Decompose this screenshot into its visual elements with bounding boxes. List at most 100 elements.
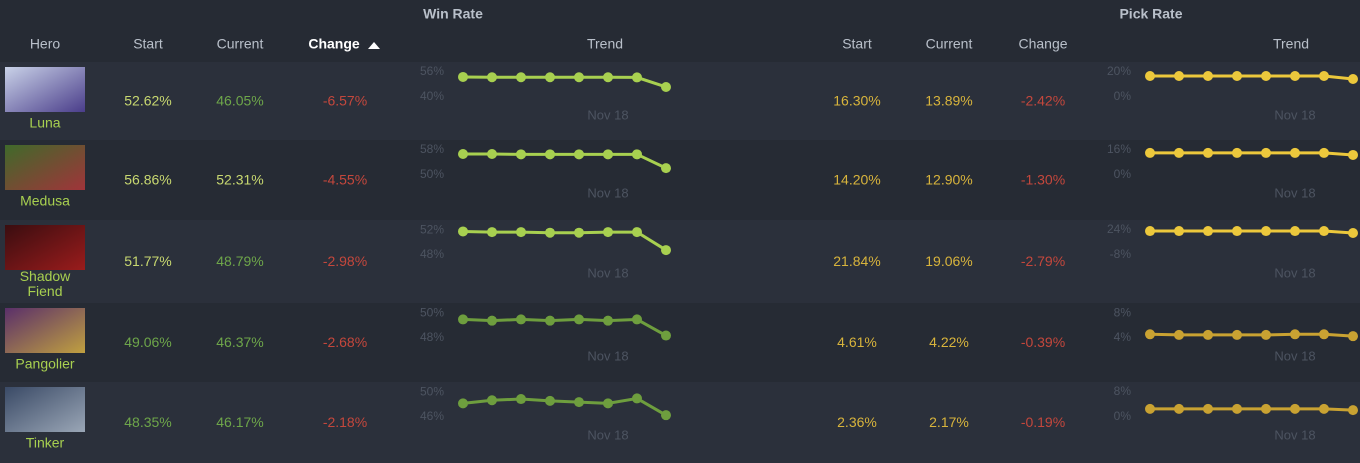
- sparkline-point: [603, 398, 613, 409]
- sparkline-point: [1319, 71, 1329, 81]
- pick-start: 21.84%: [833, 253, 880, 269]
- sparkline-point: [603, 72, 613, 83]
- pick-change: -1.30%: [1021, 172, 1065, 188]
- sparkline-tick-label: 4%: [1114, 330, 1132, 344]
- sparkline-x-label: Nov 18: [587, 265, 628, 280]
- sparkline-point: [487, 395, 497, 406]
- sparkline-point: [1174, 329, 1184, 340]
- hero-portrait[interactable]: [5, 387, 85, 432]
- win-change: -4.55%: [323, 172, 367, 188]
- sparkline-tick-label: -8%: [1110, 247, 1132, 261]
- column-header[interactable]: Hero: [30, 36, 61, 52]
- sort-arrow: [368, 42, 380, 49]
- sparkline-tick-label: 0%: [1114, 89, 1132, 103]
- sparkline-point: [1232, 329, 1242, 340]
- sparkline-point: [1348, 149, 1358, 160]
- sparkline-point: [603, 227, 613, 238]
- sparkline-point: [1203, 403, 1213, 414]
- sparkline-point: [574, 227, 584, 238]
- sparkline-point: [1203, 226, 1213, 237]
- sparkline-point: [458, 149, 468, 160]
- sparkline-point: [1348, 74, 1358, 84]
- sparkline-point: [574, 314, 584, 325]
- sparkline-point: [1319, 403, 1329, 414]
- sparkline-point: [1290, 226, 1300, 237]
- sparkline-point: [1145, 226, 1155, 237]
- sparkline-point: [516, 149, 526, 160]
- column-header-sorted[interactable]: Change: [308, 36, 360, 52]
- sparkline-point: [487, 315, 497, 326]
- win-start: 48.35%: [124, 414, 171, 430]
- sparkline-point: [1261, 226, 1271, 237]
- sparkline-point: [632, 393, 642, 404]
- column-header[interactable]: Current: [926, 36, 973, 52]
- sparkline-tick-label: 50%: [420, 384, 444, 398]
- sparkline-point: [1232, 71, 1242, 81]
- sparkline-tick-label: 50%: [420, 305, 444, 319]
- sparkline-x-label: Nov 18: [1274, 427, 1315, 442]
- sparkline-point: [516, 394, 526, 405]
- sparkline-point: [545, 315, 555, 326]
- sparkline-point: [661, 245, 671, 256]
- sparkline-point: [1319, 329, 1329, 340]
- sparkline-point: [1174, 71, 1184, 81]
- sparkline-point: [1348, 227, 1358, 238]
- sparkline-point: [458, 398, 468, 409]
- win-start: 52.62%: [124, 93, 171, 109]
- pick-change: -2.42%: [1021, 93, 1065, 109]
- sparkline-point: [1261, 329, 1271, 340]
- sparkline-tick-label: 50%: [420, 167, 444, 181]
- hero-portrait[interactable]: [5, 225, 85, 270]
- column-header: Trend: [1273, 36, 1309, 52]
- sparkline-point: [1203, 147, 1213, 158]
- sparkline-x-label: Nov 18: [1274, 348, 1315, 363]
- sparkline-point: [545, 149, 555, 160]
- row-background: [0, 220, 1360, 303]
- sparkline-point: [1232, 226, 1242, 237]
- column-header[interactable]: Change: [1018, 36, 1067, 52]
- sparkline-point: [1348, 405, 1358, 416]
- sparkline-tick-label: 0%: [1114, 409, 1132, 423]
- sparkline-point: [1261, 147, 1271, 158]
- column-header[interactable]: Start: [842, 36, 872, 52]
- pick-current: 12.90%: [925, 172, 972, 188]
- hero-portrait[interactable]: [5, 145, 85, 190]
- hero-portrait[interactable]: [5, 67, 85, 112]
- sparkline-point: [1232, 147, 1242, 158]
- sparkline-point: [1145, 403, 1155, 414]
- sparkline-x-label: Nov 18: [1274, 265, 1315, 280]
- sparkline-point: [661, 163, 671, 174]
- sparkline-point: [1290, 403, 1300, 414]
- pick-start: 16.30%: [833, 93, 880, 109]
- sparkline-tick-label: 58%: [420, 142, 444, 156]
- sparkline-point: [1174, 147, 1184, 158]
- win-current: 46.17%: [216, 414, 263, 430]
- win-start: 49.06%: [124, 334, 171, 350]
- sparkline-point: [545, 72, 555, 83]
- sparkline-point: [1319, 226, 1329, 237]
- sparkline-point: [632, 149, 642, 160]
- win-current: 46.05%: [216, 93, 263, 109]
- sparkline-point: [1145, 329, 1155, 340]
- sparkline-point: [603, 315, 613, 326]
- sparkline-tick-label: 8%: [1114, 384, 1132, 398]
- sparkline-tick-label: 56%: [420, 64, 444, 78]
- sparkline-point: [1290, 329, 1300, 340]
- sparkline-point: [1290, 71, 1300, 81]
- sparkline-point: [545, 227, 555, 238]
- hero-name: Luna: [29, 115, 60, 131]
- column-header[interactable]: Current: [217, 36, 264, 52]
- sparkline-tick-label: 46%: [420, 409, 444, 423]
- pick-start: 4.61%: [837, 334, 877, 350]
- sparkline-point: [632, 314, 642, 325]
- hero-portrait[interactable]: [5, 308, 85, 353]
- hero-name-line: Shadow: [20, 268, 71, 284]
- sparkline-point: [487, 149, 497, 160]
- hero-name: Tinker: [26, 435, 65, 451]
- sparkline-point: [516, 314, 526, 325]
- column-header[interactable]: Start: [133, 36, 163, 52]
- sparkline-point: [574, 72, 584, 83]
- hero-name-line: Fiend: [27, 283, 62, 299]
- hero-name: Shadow Fiend: [20, 268, 71, 299]
